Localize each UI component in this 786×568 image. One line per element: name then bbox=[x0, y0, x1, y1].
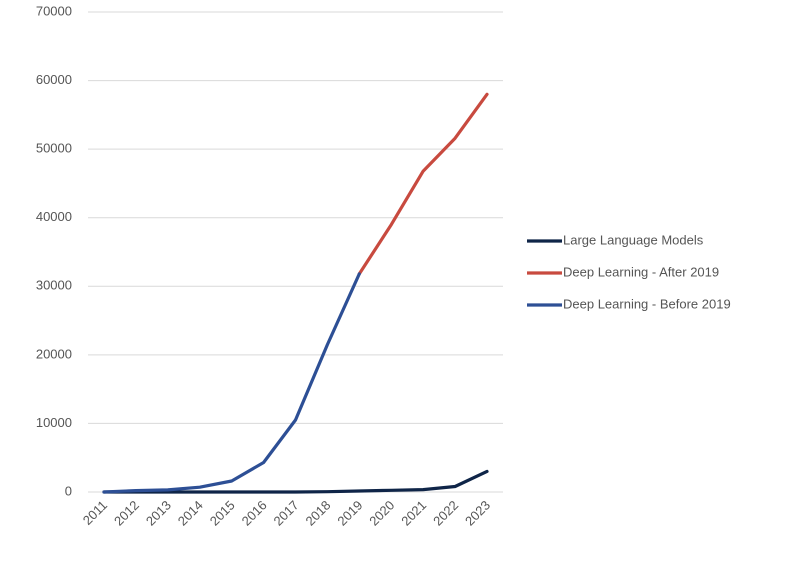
x-tick-label: 2023 bbox=[462, 498, 493, 529]
legend: Large Language Models Deep Learning - Aft… bbox=[527, 232, 731, 311]
y-tick-label: 20000 bbox=[36, 346, 72, 361]
x-tick-label: 2011 bbox=[80, 498, 110, 528]
series-line-2 bbox=[102, 272, 361, 494]
y-tick-label: 50000 bbox=[36, 141, 72, 156]
x-tick-label: 2017 bbox=[271, 498, 302, 529]
series-line-1 bbox=[357, 92, 489, 276]
x-tick-label: 2021 bbox=[398, 498, 429, 529]
y-tick-label: 0 bbox=[65, 483, 72, 498]
x-tick-label: 2020 bbox=[366, 498, 397, 529]
x-tick-label: 2022 bbox=[430, 498, 461, 529]
x-tick-label: 2012 bbox=[111, 498, 142, 529]
x-axis-ticks: 2011 2012 2013 2014 2015 2016 2017 2018 2019 2020… bbox=[80, 498, 493, 529]
legend-label: Deep Learning - Before 2019 bbox=[563, 296, 731, 311]
x-tick-label: 2016 bbox=[239, 498, 270, 529]
y-tick-label: 10000 bbox=[36, 415, 72, 430]
x-tick-label: 2019 bbox=[334, 498, 365, 529]
y-tick-label: 60000 bbox=[36, 72, 72, 87]
x-tick-label: 2014 bbox=[175, 498, 206, 529]
legend-label: Large Language Models bbox=[563, 232, 704, 247]
y-tick-label: 70000 bbox=[36, 3, 72, 18]
x-tick-label: 2018 bbox=[302, 498, 333, 529]
series-line-0 bbox=[102, 469, 489, 494]
legend-label: Deep Learning - After 2019 bbox=[563, 264, 719, 279]
y-axis-ticks: 0 10000 20000 30000 40000 50000 60000 70000 bbox=[36, 3, 72, 498]
y-tick-label: 30000 bbox=[36, 278, 72, 293]
x-tick-label: 2013 bbox=[143, 498, 174, 529]
series-lines bbox=[102, 92, 489, 494]
y-tick-label: 40000 bbox=[36, 209, 72, 224]
x-tick-label: 2015 bbox=[207, 498, 238, 529]
gridlines bbox=[88, 11, 503, 493]
